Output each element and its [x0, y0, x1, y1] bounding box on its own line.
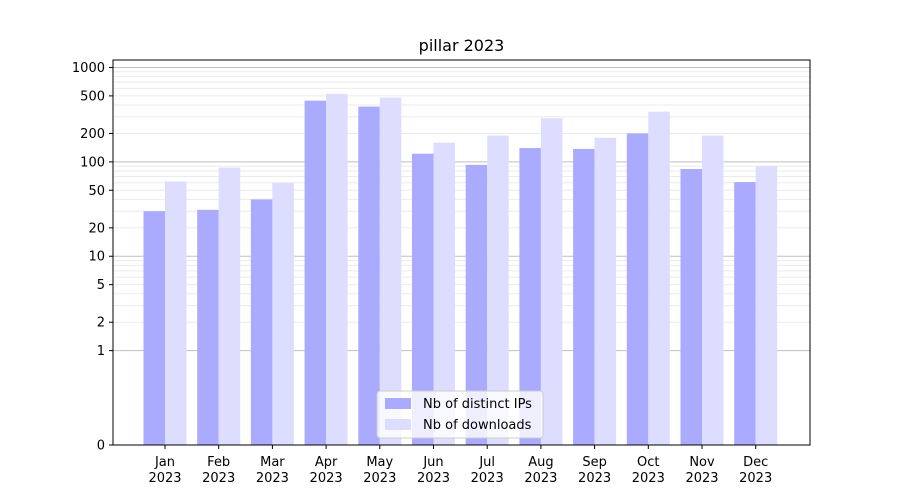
y-tick-label: 50	[88, 184, 105, 199]
x-tick-label-month: Jul	[478, 455, 495, 470]
x-tick-label-year: 2023	[578, 471, 611, 486]
x-tick-label-year: 2023	[148, 471, 181, 486]
x-tick-label-month: Jan	[154, 455, 175, 470]
x-tick-label-year: 2023	[739, 471, 772, 486]
bar-distinct-ips	[573, 148, 595, 445]
y-tick-label: 2	[97, 316, 105, 331]
chart-title: pillar 2023	[419, 36, 505, 55]
bar-distinct-ips	[143, 211, 165, 445]
legend-label: Nb of downloads	[423, 418, 532, 433]
bar-downloads	[540, 118, 563, 445]
x-tick-label-year: 2023	[256, 471, 289, 486]
y-tick-label: 20	[88, 221, 105, 236]
bar-distinct-ips	[197, 209, 219, 445]
x-tick-label-month: Oct	[637, 455, 659, 470]
x-tick-label-month: Dec	[743, 455, 768, 470]
y-tick-label: 200	[80, 127, 105, 142]
legend-label: Nb of distinct IPs	[423, 397, 532, 412]
bar-downloads	[272, 182, 294, 445]
legend: Nb of distinct IPs Nb of downloads	[376, 390, 544, 439]
y-tick-label: 1	[97, 344, 105, 359]
x-tick-label-year: 2023	[524, 471, 557, 486]
y-tick-label: 1000	[72, 61, 105, 76]
bar-distinct-ips	[304, 100, 327, 446]
x-axis: Jan2023Feb2023Mar2023Apr2023May2023Jun20…	[148, 445, 772, 486]
x-tick-label-month: Nov	[689, 455, 715, 470]
y-tick-label: 10	[88, 250, 105, 265]
y-tick-label: 5	[97, 278, 105, 293]
bar-downloads	[379, 97, 402, 445]
bar-downloads	[648, 111, 670, 446]
bar-downloads	[433, 142, 455, 445]
bar-distinct-ips	[412, 153, 434, 445]
x-tick-label-year: 2023	[202, 471, 235, 486]
legend-swatch	[385, 419, 411, 430]
bar-distinct-ips	[465, 164, 488, 445]
bar-distinct-ips	[626, 133, 649, 445]
bars	[143, 93, 778, 446]
bar-downloads	[218, 167, 241, 445]
x-tick-label-month: Jun	[422, 455, 443, 470]
legend-swatch	[385, 398, 411, 409]
bar-distinct-ips	[358, 106, 380, 445]
plot-frame	[112, 59, 811, 446]
bar-distinct-ips	[250, 199, 273, 445]
y-axis: 0 1 2 5 10 20 50 100 200 500 1000	[72, 61, 113, 454]
bar-downloads	[702, 135, 724, 445]
bar-downloads	[594, 137, 617, 445]
x-tick-label-month: Apr	[315, 455, 338, 470]
y-tick-label: 100	[80, 155, 105, 170]
x-tick-label-year: 2023	[471, 471, 504, 486]
x-tick-label-month: Aug	[528, 455, 553, 470]
bar-distinct-ips	[519, 148, 541, 445]
x-tick-label-year: 2023	[632, 471, 665, 486]
bar-downloads	[165, 181, 187, 445]
bar-distinct-ips	[734, 182, 756, 445]
x-tick-label-year: 2023	[310, 471, 343, 486]
bar-distinct-ips	[680, 169, 702, 445]
x-tick-label-month: Sep	[582, 455, 607, 470]
bar-downloads	[487, 135, 509, 445]
legend-box	[376, 390, 544, 439]
x-tick-label-month: Mar	[260, 455, 285, 470]
y-tick-label: 0	[97, 439, 105, 454]
x-tick-label-month: Feb	[207, 455, 230, 470]
bar-downloads	[755, 166, 778, 445]
x-tick-label-year: 2023	[417, 471, 450, 486]
x-tick-label-year: 2023	[363, 471, 396, 486]
y-tick-label: 500	[80, 89, 105, 104]
x-tick-label-year: 2023	[685, 471, 718, 486]
x-tick-label-month: May	[366, 455, 393, 470]
bar-downloads	[326, 93, 348, 445]
